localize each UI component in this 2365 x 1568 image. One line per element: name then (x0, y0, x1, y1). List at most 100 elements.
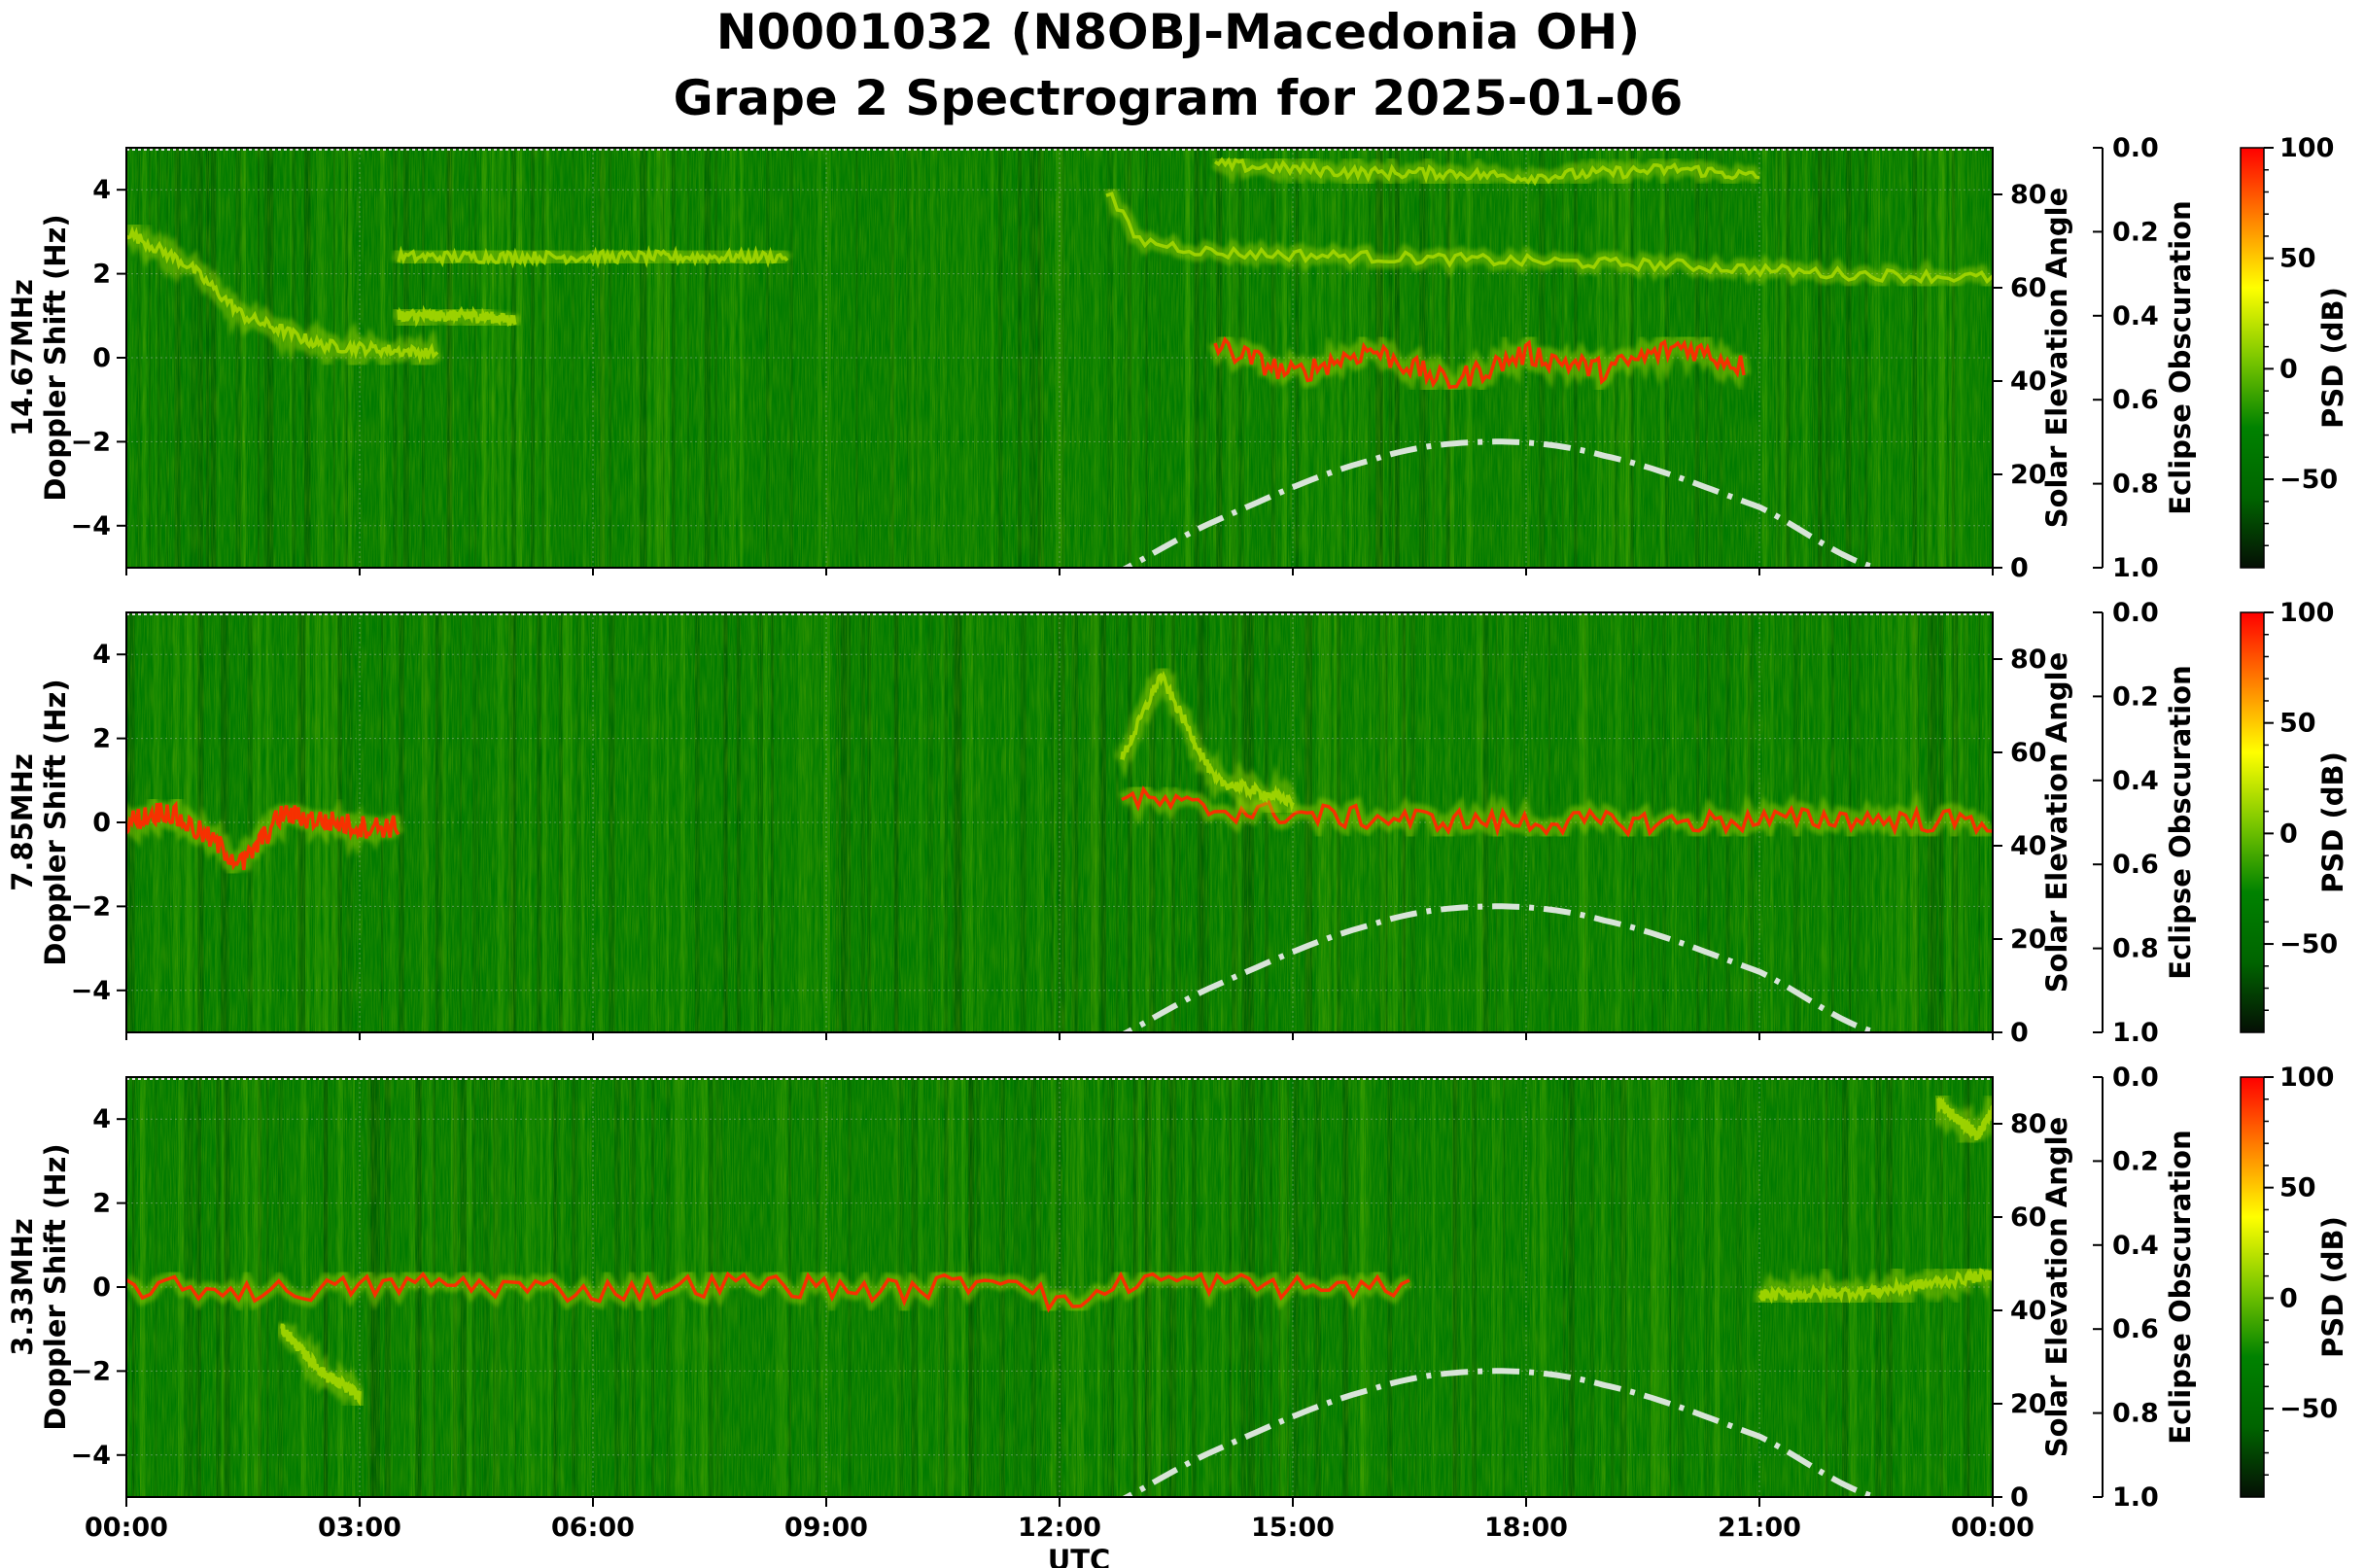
spectrogram-panel-3.33MHz: 420−2−43.33MHz Doppler Shift (Hz)80604020… (6, 1063, 2349, 1568)
y-axis-ticks: 4 2 0 −2 −4 (71, 640, 126, 1006)
doppler-trace (126, 1271, 1410, 1313)
eclipse-tick-label: 0.2 (2112, 681, 2159, 712)
y2-tick-label: 80 (2010, 1109, 2047, 1139)
y-tick-label: −4 (71, 976, 111, 1006)
doppler-trace (1214, 157, 1760, 187)
chart-title-line2: Grape 2 Spectrogram for 2025-01-06 (674, 70, 1684, 126)
psd-colorbar: 100 50 0 −50 PSD (dB) (2240, 1063, 2349, 1498)
colorbar-tick-label: −50 (2279, 465, 2338, 495)
y2-tick-label: 20 (2010, 924, 2047, 955)
colorbar-tick-label: 0 (2279, 1283, 2298, 1313)
doppler-trace (1213, 335, 1746, 390)
y2-tick-label: 80 (2010, 180, 2047, 210)
colorbar-label: PSD (dB) (2316, 1216, 2349, 1358)
colorbar-tick-label: 50 (2279, 1173, 2316, 1203)
x-tick-label: 12:00 (1018, 1513, 1101, 1543)
panel-plot-area (126, 148, 1993, 568)
y-tick-label: 2 (92, 260, 111, 290)
y2-tick-label: 40 (2010, 1296, 2047, 1326)
colorbar-tick-label: 0 (2279, 819, 2298, 849)
colorbar-tick-label: 100 (2279, 598, 2334, 628)
solar-elevation-label: Solar Elevation Angle (2040, 1117, 2073, 1458)
eclipse-obscuration-label: Eclipse Obscuration (2164, 665, 2197, 979)
y-axis-ticks: 4 2 0 −2 −4 (71, 1104, 126, 1471)
chart-title-line1: N0001032 (N8OBJ-Macedonia OH) (716, 4, 1641, 60)
colorbar-gradient (2240, 611, 2265, 1033)
y-tick-label: 0 (92, 343, 111, 373)
y-axis-label-frequency: 7.85MHz (6, 753, 39, 891)
y-axis-label-frequency: 3.33MHz (6, 1218, 39, 1356)
x-axis-ticks: 00:00 03:00 06:00 09:00 12:00 15:00 18:00 21:00… (85, 1497, 2035, 1568)
eclipse-tick-label: 0.8 (2112, 934, 2159, 964)
y-axis-label-doppler: Doppler Shift (Hz) (39, 1143, 72, 1430)
doppler-trace (1105, 192, 1993, 285)
y2-tick-label: 0 (2010, 1482, 2029, 1513)
eclipse-tick-label: 1.0 (2112, 1018, 2159, 1048)
doppler-trace (1120, 670, 1295, 813)
gridlines (126, 612, 1993, 1032)
eclipse-tick-label: 0.4 (2112, 766, 2159, 796)
eclipse-tick-label: 0.0 (2112, 598, 2159, 628)
y-tick-label: 4 (92, 175, 111, 205)
x-axis-label: UTC (1048, 1544, 1111, 1568)
colorbar-tick-label: 100 (2279, 133, 2334, 163)
eclipse-tick-label: 0.8 (2112, 1399, 2159, 1429)
eclipse-obscuration-label: Eclipse Obscuration (2164, 1130, 2197, 1444)
x-tick-label: 18:00 (1484, 1513, 1568, 1543)
x-tick-label: 06:00 (551, 1513, 635, 1543)
eclipse-tick-label: 0.4 (2112, 301, 2159, 331)
solar-elevation-label: Solar Elevation Angle (2040, 188, 2073, 529)
eclipse-tick-label: 1.0 (2112, 1482, 2159, 1513)
eclipse-tick-label: 0.4 (2112, 1231, 2159, 1261)
colorbar-tick-label: 0 (2279, 354, 2298, 384)
y2-tick-label: 0 (2010, 1018, 2029, 1048)
y-axis-label-frequency: 14.67MHz (6, 279, 39, 436)
doppler-traces (126, 148, 1993, 403)
doppler-trace (126, 225, 439, 365)
panels-group: 420−2−414.67MHz Doppler Shift (Hz)8060402… (6, 133, 2349, 1568)
eclipse-tick-label: 0.6 (2112, 1314, 2159, 1344)
y-tick-label: −4 (71, 1441, 111, 1471)
y-tick-label: −4 (71, 511, 111, 541)
eclipse-obscuration-label: Eclipse Obscuration (2164, 200, 2197, 514)
eclipse-obscuration-axis: 0.0 0.2 0.4 0.6 0.8 1.0 Eclipse Obscuration (2093, 598, 2197, 1048)
solar-elevation-axis: 80 60 40 20 0 (1993, 180, 2047, 583)
y-tick-label: 0 (92, 808, 111, 838)
solar-elevation-label: Solar Elevation Angle (2040, 652, 2073, 993)
x-tick-label: 03:00 (318, 1513, 401, 1543)
y-tick-label: 2 (92, 724, 111, 754)
doppler-trace (1936, 1096, 1993, 1141)
y2-tick-label: 40 (2010, 831, 2047, 861)
x-tick-label: 00:00 (1951, 1513, 2035, 1543)
doppler-trace (397, 245, 789, 269)
x-tick-label: 00:00 (85, 1513, 168, 1543)
gridlines (126, 148, 1993, 568)
colorbar-label: PSD (dB) (2316, 287, 2349, 429)
y2-tick-label: 60 (2010, 738, 2047, 768)
eclipse-tick-label: 0.0 (2112, 1063, 2159, 1093)
spectrogram-panel-7.85MHz: 420−2−47.85MHz Doppler Shift (Hz)80604020… (6, 598, 2349, 1048)
x-tick-label: 21:00 (1718, 1513, 1801, 1543)
doppler-trace (1757, 1268, 1993, 1306)
y-tick-label: 2 (92, 1189, 111, 1219)
x-tick-label: 09:00 (784, 1513, 868, 1543)
solar-elevation-axis: 80 60 40 20 0 (1993, 1109, 2047, 1513)
y2-tick-label: 60 (2010, 273, 2047, 303)
colorbar-gradient (2240, 147, 2265, 569)
colorbar-tick-label: 100 (2279, 1063, 2334, 1093)
eclipse-tick-label: 0.6 (2112, 850, 2159, 880)
eclipse-tick-label: 1.0 (2112, 553, 2159, 583)
psd-colorbar: 100 50 0 −50 PSD (dB) (2240, 598, 2349, 1033)
panel-plot-area (126, 1077, 1993, 1497)
x-axis-ticks (125, 568, 1994, 575)
y2-tick-label: 20 (2010, 460, 2047, 490)
solar-elevation-curve (1121, 1368, 1877, 1497)
y-tick-label: 4 (92, 640, 111, 670)
colorbar-tick-label: −50 (2279, 929, 2338, 959)
colorbar-tick-label: 50 (2279, 709, 2316, 739)
doppler-traces (126, 1077, 1993, 1422)
eclipse-tick-label: 0.0 (2112, 133, 2159, 163)
eclipse-obscuration-axis: 0.0 0.2 0.4 0.6 0.8 1.0 Eclipse Obscuration (2093, 1063, 2197, 1513)
solar-elevation-curve (1121, 903, 1877, 1032)
